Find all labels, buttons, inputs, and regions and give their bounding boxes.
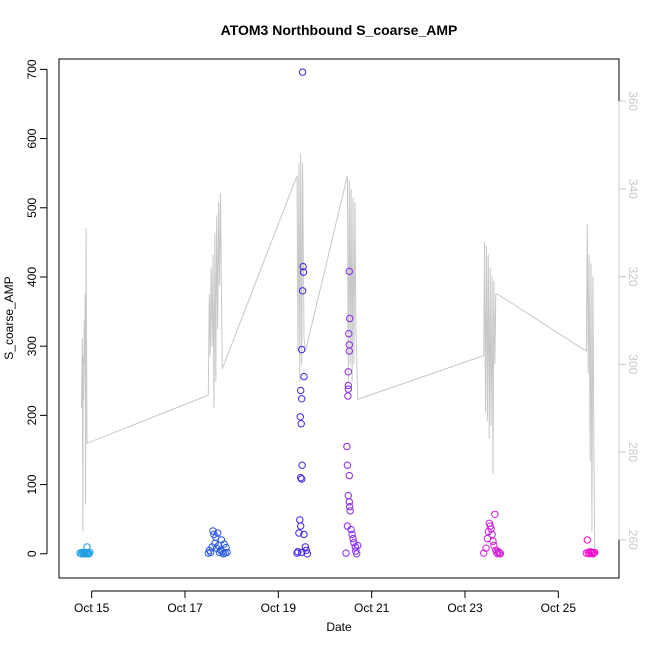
x-axis: Oct 15 Oct 17 Oct 19 Oct 21 Oct 23 Oct 25 — [74, 590, 577, 615]
scatter-point — [583, 536, 591, 544]
series-line — [80, 153, 596, 549]
scatter-point — [293, 549, 301, 557]
y-tick-label: 400 — [25, 267, 39, 287]
scatter-point — [489, 537, 497, 545]
y-tick-label: 700 — [25, 59, 39, 79]
scatter-point — [590, 549, 598, 557]
scatter-point — [299, 262, 307, 271]
scatter-point — [495, 549, 504, 557]
y-axis-right: 260 280 300 320 340 360 — [618, 91, 640, 550]
y-tick-label: 600 — [25, 128, 39, 148]
scatter-point — [80, 550, 88, 558]
y-axis-label: S_coarse_AMP — [2, 276, 16, 359]
scatter-point — [482, 544, 490, 552]
scatter-point — [346, 314, 354, 323]
scatter-point — [298, 68, 307, 76]
scatter-point — [353, 550, 361, 558]
scatter-point — [298, 548, 306, 557]
y-axis-left: 0 100 200 300 400 500 600 700 — [25, 59, 48, 557]
scatter-point — [490, 541, 498, 550]
scatter-point — [295, 529, 303, 537]
scatter-point — [296, 413, 304, 421]
scatter-point — [298, 475, 306, 483]
y-right-tick-label: 280 — [626, 442, 640, 462]
scatter-point — [294, 548, 302, 556]
scatter-point — [487, 525, 495, 533]
scatter-point — [83, 543, 91, 551]
y-tick-label: 300 — [25, 336, 39, 356]
scatter-point — [488, 530, 496, 539]
scatter-point — [214, 529, 222, 537]
scatter-point — [303, 550, 311, 558]
plot-area — [76, 68, 599, 558]
scatter-point — [348, 530, 356, 539]
scatter-point — [343, 461, 352, 469]
y-tick-label: 100 — [25, 474, 39, 494]
x-tick-label: Oct 25 — [541, 601, 577, 615]
scatter-point — [302, 546, 310, 554]
scatter-point — [345, 471, 353, 480]
scatter-point — [345, 347, 353, 355]
scatter-point — [85, 550, 93, 558]
scatter-point — [345, 267, 353, 276]
scatter-point — [298, 461, 306, 469]
scatter-point — [222, 543, 230, 552]
scatter-point — [494, 548, 503, 556]
chart-title: ATOM3 Northbound S_coarse_AMP — [221, 22, 458, 38]
scatter-point — [591, 548, 599, 557]
scatter-point — [297, 386, 305, 395]
x-tick-label: Oct 23 — [447, 601, 483, 615]
scatter-point — [344, 385, 352, 393]
scatter-point — [344, 368, 352, 376]
scatter-point — [301, 543, 310, 551]
scatter-point — [589, 550, 597, 558]
scatter-point — [220, 540, 228, 548]
scatter-point — [298, 287, 307, 295]
scatter-point — [298, 345, 306, 354]
y-right-tick-label: 320 — [626, 267, 640, 287]
scatter-point — [345, 498, 353, 506]
y-right-tick-label: 340 — [626, 179, 640, 199]
scatter-point — [223, 548, 231, 557]
scatter-point — [346, 503, 354, 511]
scatter-point — [299, 268, 308, 276]
scatter-point — [345, 330, 353, 338]
scatter-point — [297, 522, 305, 530]
scatter-point — [496, 550, 505, 558]
scatter-point — [300, 530, 308, 539]
scatter-point — [346, 507, 354, 515]
scatter-point — [207, 548, 215, 557]
scatter-point — [344, 392, 352, 400]
x-tick-label: Oct 21 — [354, 601, 390, 615]
y-tick-label: 500 — [25, 197, 39, 217]
scatter-point — [344, 381, 352, 390]
y-tick-label: 0 — [25, 550, 39, 557]
x-axis-label: Date — [326, 620, 352, 634]
scatter-point — [354, 541, 362, 550]
scatter-point — [300, 372, 308, 381]
scatter-point — [349, 534, 357, 543]
x-tick-label: Oct 15 — [74, 601, 110, 615]
scatter-point — [298, 395, 306, 403]
scatter-point — [342, 549, 350, 557]
scatter-point — [347, 525, 355, 534]
y-right-tick-label: 300 — [626, 354, 640, 374]
scatter-point — [297, 420, 305, 428]
scatter-point — [491, 510, 499, 518]
y-right-tick-label: 260 — [626, 530, 640, 550]
y-right-tick-label: 360 — [626, 91, 640, 111]
x-tick-label: Oct 19 — [261, 601, 297, 615]
scatter-point — [297, 474, 305, 482]
y-tick-label: 200 — [25, 405, 39, 425]
scatter-point — [209, 527, 217, 535]
x-tick-label: Oct 17 — [167, 601, 203, 615]
scatter-point — [343, 442, 351, 451]
